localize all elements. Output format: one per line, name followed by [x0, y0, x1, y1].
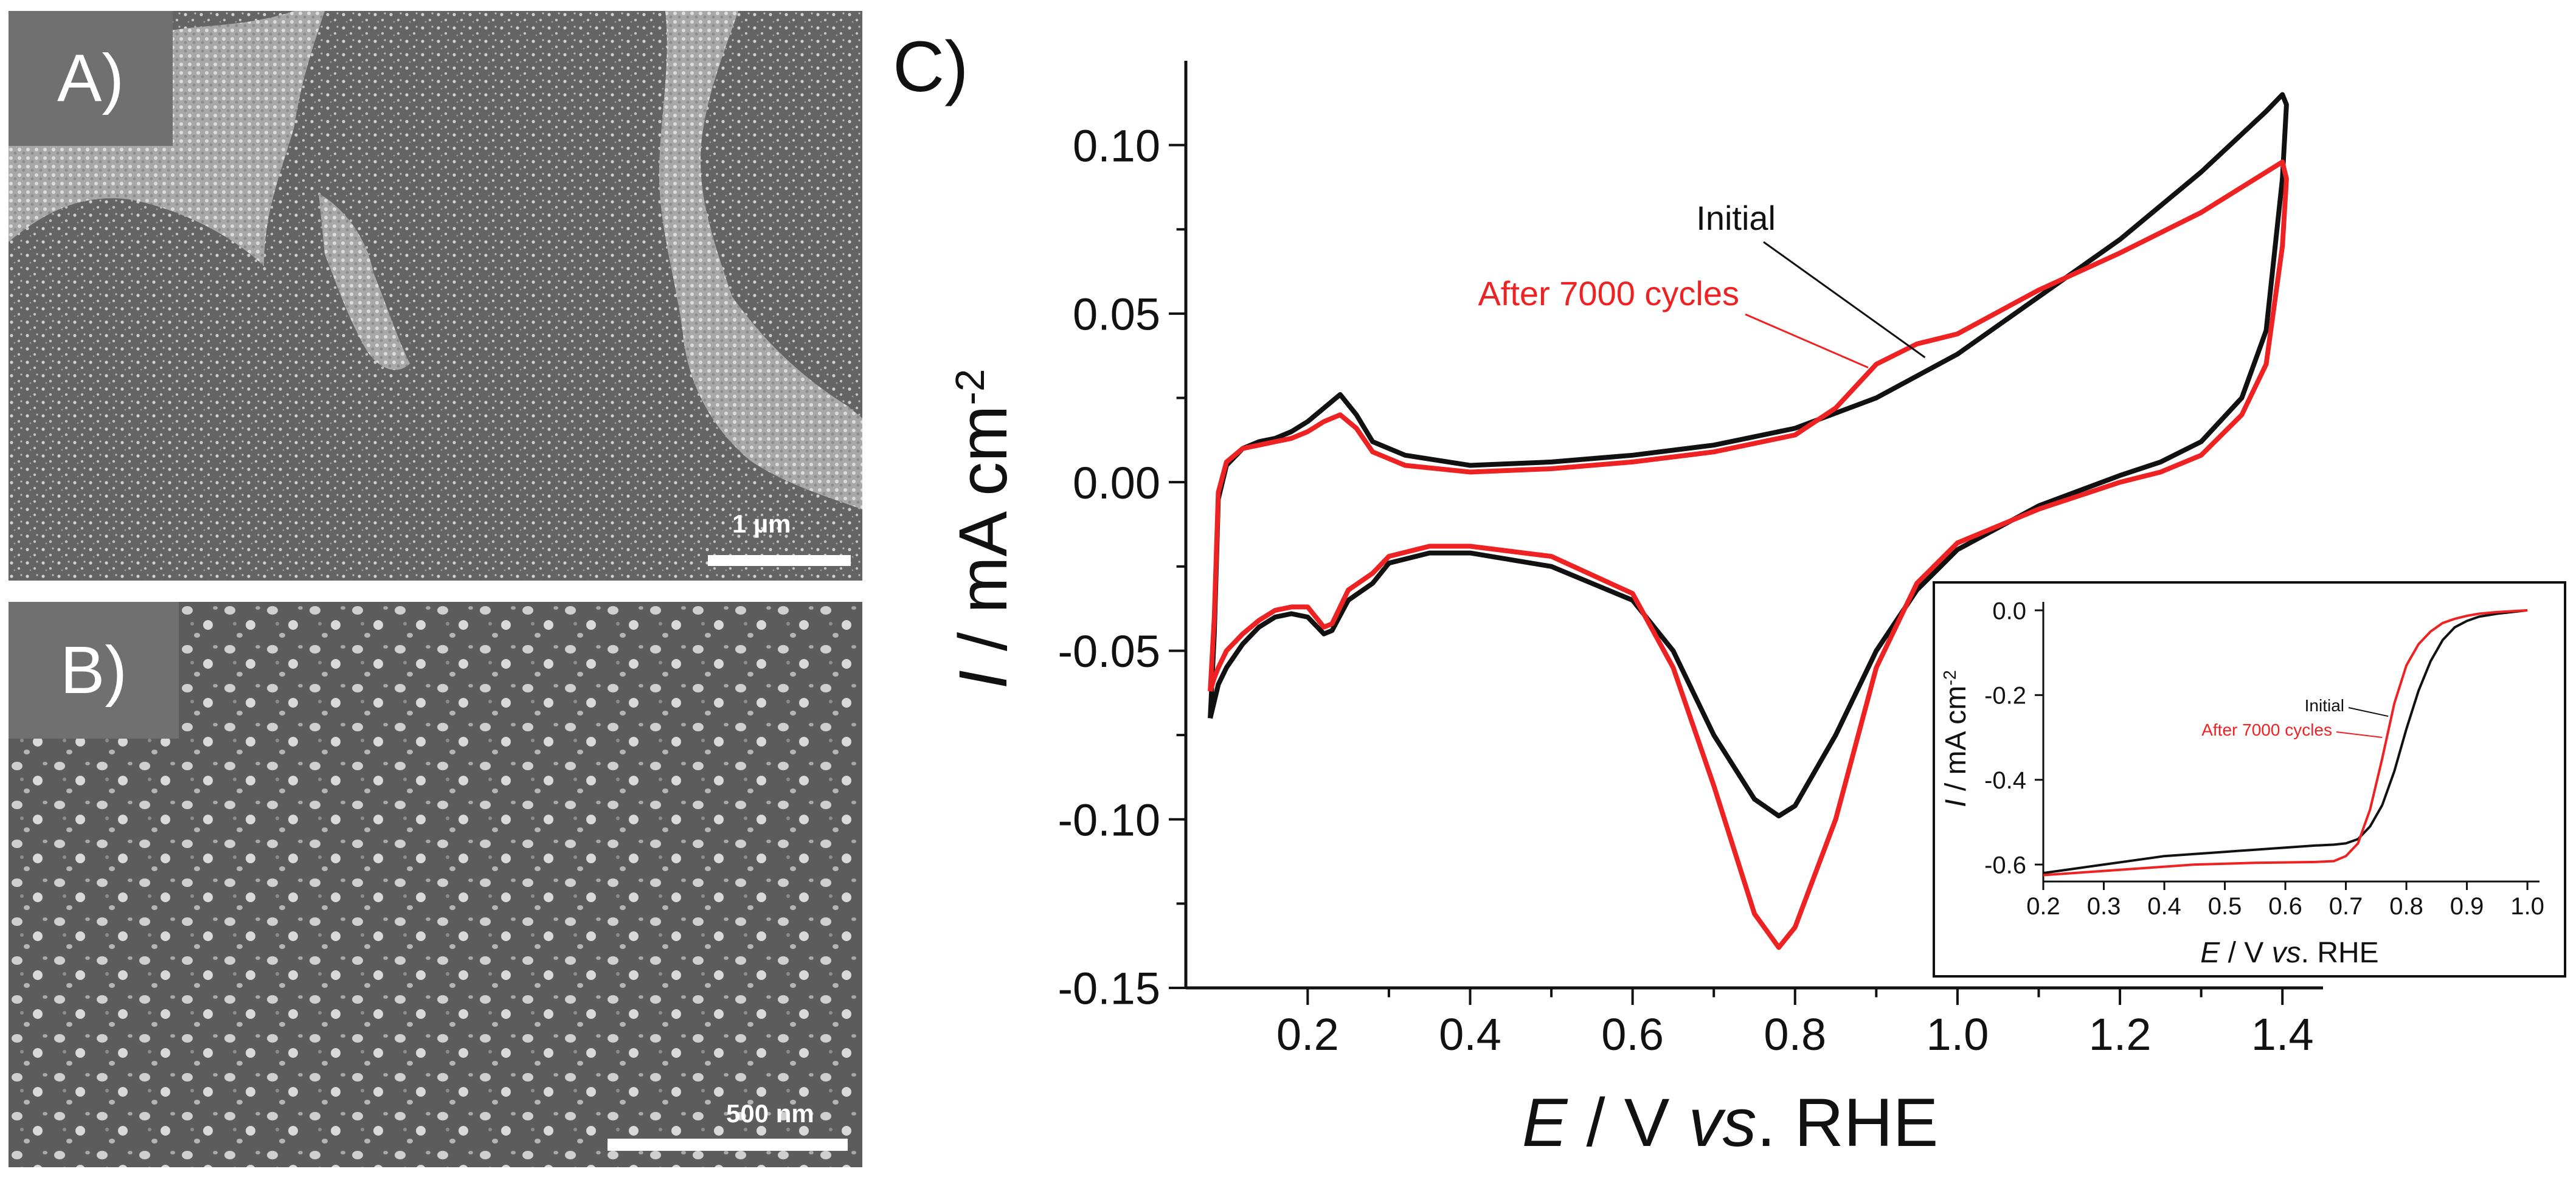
sem-image-a: A) 1 µm	[9, 11, 862, 581]
main-y-axis-title-part: -2	[947, 369, 993, 405]
inset-x-tick-label: 0.9	[2450, 893, 2484, 920]
main-x-tick-label: 1.0	[1926, 1009, 1989, 1060]
inset-y-axis-title-part: -2	[1941, 670, 1960, 686]
inset-x-axis-title-part: / V	[2220, 937, 2271, 969]
main-x-axis-title-part: . RHE	[1757, 1085, 1939, 1161]
main-y-tick-label: 0.10	[1073, 120, 1160, 171]
main-y-tick-label: -0.10	[1058, 795, 1160, 845]
inset-y-tick-label: 0.0	[1992, 598, 2026, 624]
scale-label-b: 500 nm	[726, 1099, 814, 1128]
inset-x-tick-label: 0.7	[2329, 893, 2363, 920]
inset-x-axis-title-part: . RHE	[2301, 937, 2379, 969]
main-x-axis-title-part: / V	[1567, 1085, 1688, 1161]
inset-x-tick-label: 0.6	[2268, 893, 2302, 920]
main-x-tick-label: 1.4	[2251, 1009, 2314, 1060]
series-line-after-7000-cycles	[1208, 159, 2289, 950]
main-x-tick-label: 0.2	[1276, 1009, 1339, 1060]
inset-y-axis-title-part: I	[1940, 799, 1972, 807]
main-y-tick-label: 0.00	[1073, 458, 1160, 508]
inset-y-tick-label: -0.4	[1984, 767, 2026, 794]
scale-bar-b	[608, 1139, 848, 1151]
main-y-tick-label: -0.15	[1058, 964, 1160, 1014]
main-cv-chart: 0.2 0.4 0.6 0.8 1.0 1.2 1.4-0.15-0.10-0.050.00…	[945, 61, 2323, 1161]
panel-label-c: C)	[893, 27, 969, 107]
main-y-axis-title-part: / mA cm	[945, 405, 1021, 671]
inset-y-axis-title-part: / mA cm	[1940, 686, 1972, 799]
series-line-initial	[2043, 609, 2528, 875]
inset-x-tick-label: 0.3	[2087, 893, 2121, 920]
annotation-after-7000-cycles: After 7000 cycles	[2201, 720, 2332, 739]
annotation-initial: Initial	[1696, 199, 1776, 237]
inset-x-axis-title: E / V vs. RHE	[2200, 937, 2378, 969]
inset-lsv-chart: 0.2 0.3 0.4 0.5 0.6 0.7 0.8 0.9 1.0 0.0 -0.2 -0.4 -0…	[1933, 581, 2566, 978]
sem-image-b: B) 500 nm	[9, 602, 862, 1167]
main-y-axis-title: I / mA cm-2	[945, 369, 1021, 689]
annotation-leader-initial	[2348, 707, 2389, 717]
main-x-axis-title-part: E	[1522, 1085, 1568, 1161]
panel-label-a: A)	[9, 11, 173, 146]
sem-flake-right	[659, 11, 862, 509]
annotation-initial: Initial	[2305, 696, 2344, 715]
inset-x-tick-label: 0.5	[2208, 893, 2242, 920]
inset-x-tick-label: 0.4	[2147, 893, 2181, 920]
inset-x-tick-label: 0.8	[2389, 893, 2423, 920]
inset-x-axis-title-part: E	[2200, 937, 2220, 969]
main-x-tick-label: 0.6	[1601, 1009, 1664, 1060]
inset-x-axis-title-part: vs	[2272, 937, 2301, 969]
inset-x-tick-label: 0.2	[2026, 893, 2060, 920]
inset-x-tick-label: 1.0	[2510, 893, 2544, 920]
main-x-tick-label: 1.2	[2089, 1009, 2152, 1060]
main-x-tick-label: 0.8	[1764, 1009, 1826, 1060]
main-x-axis-title: E / V vs. RHE	[1522, 1085, 1939, 1161]
inset-y-tick-label: -0.2	[1984, 683, 2026, 709]
annotation-leader-after-7000-cycles	[2336, 731, 2383, 739]
series-line-initial	[1208, 92, 2289, 819]
annotation-leader-initial	[1763, 241, 1926, 359]
scale-label-a: 1 µm	[732, 509, 791, 538]
inset-y-axis-title: I / mA cm-2	[1940, 670, 1972, 807]
main-x-axis-title-part: vs	[1689, 1085, 1757, 1161]
series-line-after-7000-cycles	[2043, 609, 2528, 877]
annotation-after-7000-cycles: After 7000 cycles	[1478, 274, 1739, 312]
annotation-leader-after-7000-cycles	[1745, 313, 1869, 369]
scale-bar-a	[708, 555, 851, 566]
main-y-tick-label: -0.05	[1058, 626, 1160, 677]
main-x-tick-label: 0.4	[1439, 1009, 1501, 1060]
panel-label-b: B)	[9, 602, 179, 739]
main-y-axis-title-part: I	[945, 670, 1021, 689]
sem-ridge-middle	[319, 193, 410, 370]
main-y-tick-label: 0.05	[1073, 289, 1160, 340]
inset-y-tick-label: -0.6	[1984, 852, 2026, 879]
